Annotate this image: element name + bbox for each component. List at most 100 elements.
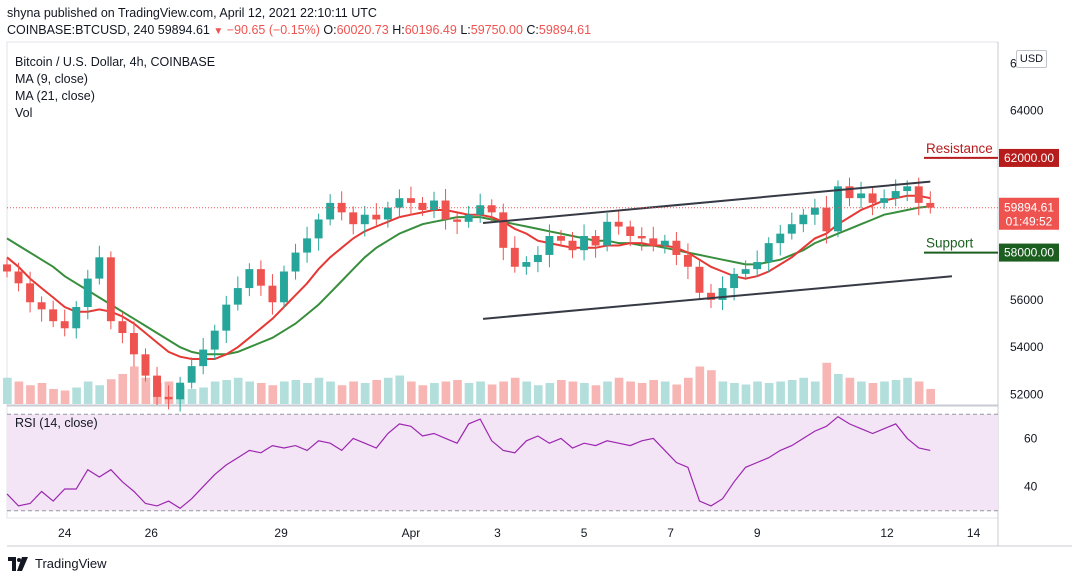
candle	[383, 207, 392, 220]
candle	[280, 271, 288, 303]
volume-bar	[614, 377, 624, 404]
volume-bar	[845, 377, 855, 404]
volume-bar	[37, 383, 47, 404]
volume-bar	[303, 383, 312, 404]
legend-title: Bitcoin / U.S. Dollar, 4h, COINBASE	[15, 55, 216, 69]
candle	[764, 243, 773, 263]
candle	[256, 269, 265, 286]
candle	[60, 321, 69, 329]
volume-bar	[430, 383, 439, 404]
volume-bar	[14, 381, 24, 404]
time-tick-label: 24	[58, 526, 72, 540]
levels: Resistance 62000.00 Support 58000.00 59894.6…	[924, 141, 1059, 262]
candle	[95, 257, 104, 279]
candle	[822, 207, 831, 232]
price-tick-label: 64000	[1010, 104, 1044, 118]
price-tick-label: 54000	[1010, 340, 1044, 354]
candle	[903, 186, 912, 192]
level-price-label: 58000.00	[1004, 246, 1054, 260]
candle	[580, 236, 589, 251]
volume-bar	[245, 381, 255, 404]
time-axis[interactable]: 24 26 29 Apr 3 5 7 9 12 14	[58, 526, 981, 540]
candle	[845, 186, 854, 199]
close-label: C:	[526, 23, 539, 37]
candle	[603, 221, 612, 246]
volume-bar	[233, 377, 243, 404]
price-axis[interactable]: 5200054000560005800060000620006400066000…	[1010, 56, 1044, 493]
volume-bar	[787, 380, 797, 404]
volume-bar	[83, 381, 93, 404]
volume-bar	[418, 385, 428, 404]
candle	[926, 202, 935, 208]
down-arrow-icon: ▼	[213, 26, 224, 37]
candle	[499, 212, 508, 248]
time-tick-label: 14	[967, 526, 981, 540]
candle	[199, 349, 208, 367]
legend-ma21[interactable]: MA (21, close)	[15, 89, 95, 103]
candle	[37, 302, 46, 310]
volume-bar	[741, 384, 751, 404]
volume-bar	[349, 381, 358, 404]
volume-bar	[256, 383, 266, 404]
candle	[810, 207, 819, 215]
candle	[118, 321, 127, 334]
rsi-band-fill	[7, 414, 998, 511]
candle	[707, 292, 715, 300]
legend-vol[interactable]: Vol	[15, 106, 33, 120]
volume-bar	[891, 380, 901, 404]
chart-legend: Bitcoin / U.S. Dollar, 4h, COINBASE MA (…	[15, 54, 215, 122]
volume-bar	[707, 370, 716, 404]
candle	[741, 269, 750, 274]
candle	[222, 304, 231, 331]
level-label-resistance: Resistance	[926, 141, 993, 156]
volume-bar	[60, 390, 70, 404]
tradingview-logo-icon	[8, 556, 28, 571]
level-price-box	[999, 243, 1059, 262]
volume-bar	[683, 377, 693, 404]
volume-bar	[453, 380, 462, 404]
level-label-support: Support	[926, 236, 974, 251]
candle	[695, 266, 704, 293]
candle	[303, 238, 312, 253]
volume-bar	[95, 385, 105, 404]
candle	[833, 186, 842, 232]
candle	[683, 254, 692, 267]
volume-bar	[222, 380, 231, 404]
rsi-band	[7, 413, 998, 512]
volume-bar	[857, 381, 866, 404]
candle	[349, 212, 358, 225]
footer[interactable]: TradingView	[8, 556, 107, 571]
time-tick-label: Apr	[402, 526, 421, 540]
volume-bar	[776, 381, 785, 404]
candle	[868, 193, 877, 203]
currency-button[interactable]: USD	[1016, 50, 1047, 68]
volume-bar	[833, 374, 843, 404]
candle	[591, 236, 600, 246]
candle	[245, 269, 254, 289]
volume-bar	[903, 377, 912, 404]
high-label: H:	[392, 23, 405, 37]
candle	[291, 252, 300, 272]
candle	[660, 240, 669, 246]
candle	[337, 202, 346, 213]
candle	[522, 262, 531, 267]
rsi-legend[interactable]: RSI (14, close)	[15, 416, 98, 430]
volume-bar	[360, 383, 370, 404]
candle	[372, 214, 381, 220]
open-value: 60020.73	[336, 23, 389, 37]
candle	[3, 264, 11, 272]
brand-name: TradingView	[35, 556, 107, 571]
high-value: 60196.49	[404, 23, 457, 37]
candle	[545, 236, 554, 255]
volume-bar	[141, 377, 151, 404]
volume-bar	[799, 377, 809, 404]
candle	[730, 273, 739, 289]
legend-ma9[interactable]: MA (9, close)	[15, 72, 88, 86]
candle	[626, 226, 635, 237]
candle	[799, 214, 808, 225]
candle	[614, 221, 623, 227]
candle	[360, 214, 369, 225]
candle	[326, 202, 335, 220]
volume-bar	[441, 381, 451, 404]
